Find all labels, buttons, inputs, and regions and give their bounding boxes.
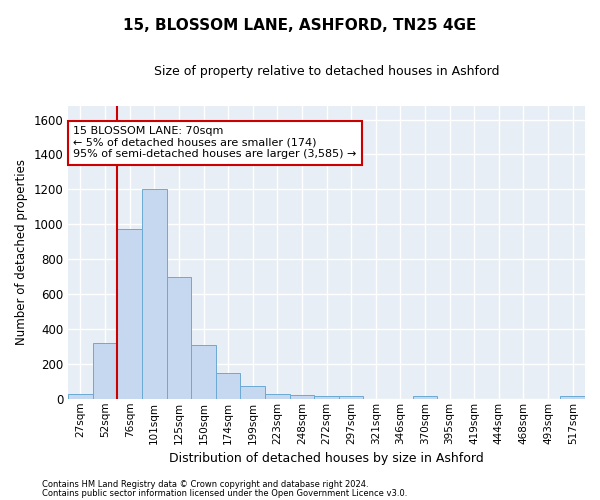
Bar [118, 230, 142, 399]
Y-axis label: Number of detached properties: Number of detached properties [15, 159, 28, 345]
Title: Size of property relative to detached houses in Ashford: Size of property relative to detached ho… [154, 65, 499, 78]
Bar [216, 372, 241, 399]
Text: Contains public sector information licensed under the Open Government Licence v3: Contains public sector information licen… [42, 488, 407, 498]
Text: 15, BLOSSOM LANE, ASHFORD, TN25 4GE: 15, BLOSSOM LANE, ASHFORD, TN25 4GE [124, 18, 476, 32]
Text: 15 BLOSSOM LANE: 70sqm
← 5% of detached houses are smaller (174)
95% of semi-det: 15 BLOSSOM LANE: 70sqm ← 5% of detached … [73, 126, 357, 160]
Bar [560, 396, 585, 399]
Bar [339, 396, 364, 399]
Bar [93, 343, 118, 399]
Bar [191, 344, 216, 399]
Bar [413, 396, 437, 399]
Bar [265, 394, 290, 399]
Bar [290, 396, 314, 399]
Bar [241, 386, 265, 399]
Bar [68, 394, 93, 399]
Bar [314, 396, 339, 399]
Bar [142, 190, 167, 399]
Bar [167, 276, 191, 399]
Text: Contains HM Land Registry data © Crown copyright and database right 2024.: Contains HM Land Registry data © Crown c… [42, 480, 368, 489]
X-axis label: Distribution of detached houses by size in Ashford: Distribution of detached houses by size … [169, 452, 484, 465]
